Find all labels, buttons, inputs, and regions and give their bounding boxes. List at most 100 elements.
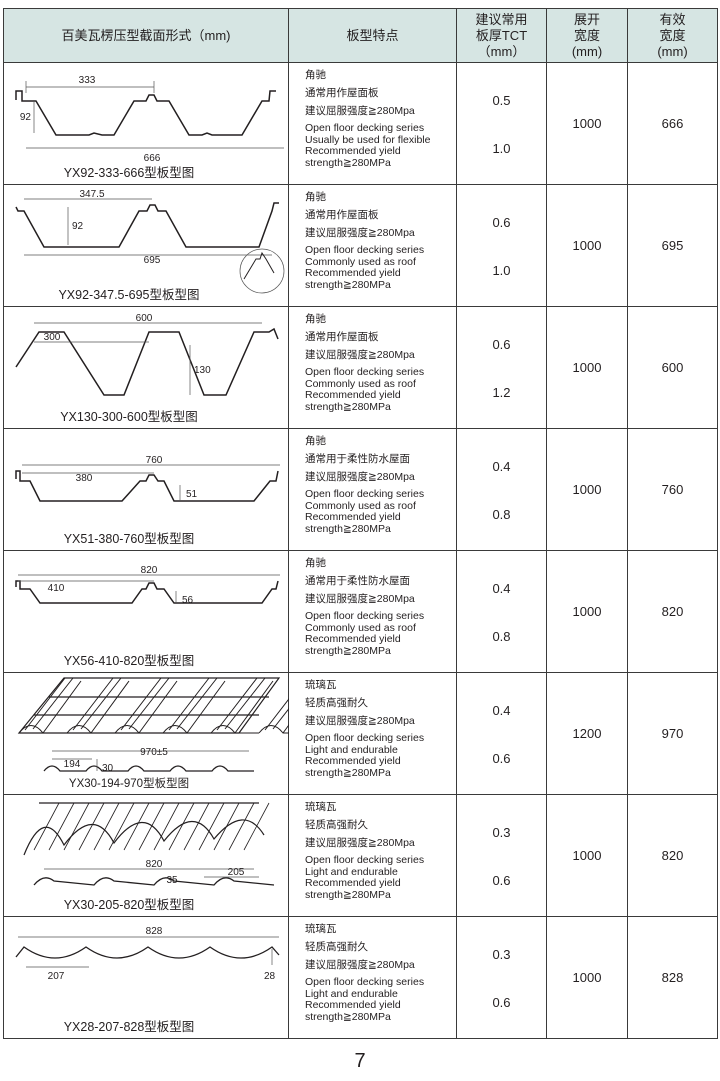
feature-line: 建议屈服强度≧280Mpa <box>305 593 415 605</box>
thickness-value: 0.4 <box>492 703 511 718</box>
effective-width-cell: 820 <box>627 550 718 673</box>
feature-line: 通常用作屋面板 <box>305 209 379 221</box>
dimension-label: 820 <box>146 859 163 870</box>
feature-line: 轻质高强耐久 <box>305 697 368 709</box>
dimension-label: 51 <box>186 489 198 500</box>
feature-en-line: Recommended yield <box>305 755 401 767</box>
thickness-value: 0.8 <box>492 507 511 522</box>
thickness-value: 0.8 <box>492 629 511 644</box>
feature-en-line: strength≧280MPa <box>305 644 391 657</box>
dimension-label: 194 <box>64 759 81 770</box>
table-row: 600 300 130 YX130-300-600型板型图 角驰 通常用作屋面板 建议屈服… <box>3 306 718 429</box>
feature-en-line: Commonly used as roof <box>305 499 416 512</box>
feature-en-line: strength≧280MPa <box>305 522 391 535</box>
profile-drawing-cell: 820 35 205 YX30-205-820型板型图 <box>3 794 289 917</box>
feature-en-line: Recommended yield <box>305 145 401 157</box>
thickness-cell: 0.3 0.6 <box>456 916 547 1039</box>
profile-drawing: 970±5 194 30 YX30-194-970型板型图 <box>17 677 289 790</box>
thickness-value: 0.6 <box>492 215 511 230</box>
profile-drawing-cell: 820 410 56 YX56-410-820型板型图 <box>3 550 289 673</box>
profile-drawing: 333 92 666 YX92-333-666型板型图 <box>15 75 284 180</box>
feature-en-line: Recommended yield <box>305 999 401 1011</box>
table-row: 820 410 56 YX56-410-820型板型图 角驰 通常用于柔性防水屋面 建议屈… <box>3 550 718 673</box>
features-cell: 琉璃瓦 轻质高强耐久 建议屈服强度≧280Mpa Open floor deckin… <box>288 916 457 1039</box>
feature-en-line: Recommended yield <box>305 877 401 889</box>
dimension-label: 300 <box>44 332 61 343</box>
feature-line: 角驰 <box>305 191 326 203</box>
header-line: (mm) <box>657 43 688 59</box>
feature-en-line: Open floor decking series <box>305 854 425 866</box>
dimension-label: 130 <box>194 365 211 376</box>
unfold-width-cell: 1000 <box>546 306 628 429</box>
profile-caption: YX92-347.5-695型板型图 <box>58 288 199 302</box>
feature-line: 通常用于柔性防水屋面 <box>305 575 410 587</box>
thickness-cell: 0.5 1.0 <box>456 62 547 185</box>
effective-width-cell: 600 <box>627 306 718 429</box>
features-cell: 琉璃瓦 轻质高强耐久 建议屈服强度≧280Mpa Open floor deckin… <box>288 672 457 795</box>
table-header: 百美瓦楞压型截面形式（mm) 板型特点 建议常用 板厚TCT （mm） 展开 宽度 (m… <box>3 8 718 63</box>
feature-en-line: strength≧280MPa <box>305 888 391 901</box>
effective-width-cell: 695 <box>627 184 718 307</box>
feature-en-line: Recommended yield <box>305 633 401 645</box>
feature-en-line: Light and endurable <box>305 865 398 878</box>
dimension-label: 28 <box>264 971 276 982</box>
profile-drawing: 347.5 92 695 YX92-347.5-695型板型图 <box>15 189 285 302</box>
feature-en-line: strength≧280MPa <box>305 278 391 291</box>
thickness-value: 0.6 <box>492 995 511 1010</box>
feature-en-line: Light and endurable <box>305 743 398 756</box>
header-line: 建议常用 <box>475 11 528 27</box>
feature-line: 角驰 <box>305 557 326 569</box>
effective-width-cell: 760 <box>627 428 718 551</box>
feature-en-line: Usually be used for flexible <box>305 133 431 146</box>
feature-en-line: Open floor decking series <box>305 732 425 744</box>
dimension-label: 828 <box>146 926 163 937</box>
profile-drawing-cell: 347.5 92 695 YX92-347.5-695型板型图 <box>3 184 289 307</box>
profile-drawing: 600 300 130 YX130-300-600型板型图 <box>15 313 279 424</box>
profile-drawing-cell: 828 207 28 YX28-207-828型板型图 <box>3 916 289 1039</box>
thickness-value: 0.3 <box>492 825 511 840</box>
features-cell: 角驰 通常用作屋面板 建议屈服强度≧280Mpa Open floor deckin… <box>288 184 457 307</box>
thickness-cell: 0.6 1.0 <box>456 184 547 307</box>
profile-drawing: 828 207 28 YX28-207-828型板型图 <box>15 926 280 1034</box>
profile-spec-table: 百美瓦楞压型截面形式（mm) 板型特点 建议常用 板厚TCT （mm） 展开 宽度 (m… <box>3 8 718 1039</box>
header-thickness: 建议常用 板厚TCT （mm） <box>456 8 547 63</box>
thickness-value: 1.2 <box>492 385 511 400</box>
feature-line: 轻质高强耐久 <box>305 819 368 831</box>
thickness-value: 1.0 <box>492 263 511 278</box>
profile-caption: YX51-380-760型板型图 <box>64 532 195 546</box>
thickness-value: 0.6 <box>492 337 511 352</box>
effective-width-cell: 828 <box>627 916 718 1039</box>
dimension-label: 333 <box>79 75 96 86</box>
feature-en-line: Open floor decking series <box>305 976 425 988</box>
header-line: 宽度 <box>573 27 600 43</box>
dimension-label: 666 <box>144 153 161 164</box>
feature-en-line: strength≧280MPa <box>305 400 391 413</box>
profile-drawing-cell: 600 300 130 YX130-300-600型板型图 <box>3 306 289 429</box>
dimension-label: 35 <box>166 875 178 886</box>
header-line: （mm） <box>477 43 526 59</box>
unfold-width-cell: 1000 <box>546 428 628 551</box>
feature-line: 通常用于柔性防水屋面 <box>305 453 410 465</box>
table-row: 970±5 194 30 YX30-194-970型板型图 琉璃瓦 轻质高强耐久 建议屈服… <box>3 672 718 795</box>
dimension-label: 970±5 <box>140 747 168 758</box>
dimension-label: 92 <box>72 221 84 232</box>
thickness-value: 1.0 <box>492 141 511 156</box>
dimension-label: 30 <box>102 763 114 774</box>
effective-width-cell: 666 <box>627 62 718 185</box>
feature-en-line: Light and endurable <box>305 987 398 1000</box>
thickness-cell: 0.4 0.8 <box>456 550 547 673</box>
dimension-label: 410 <box>48 583 65 594</box>
feature-line: 角驰 <box>305 69 326 81</box>
dimension-label: 56 <box>182 595 194 606</box>
thickness-value: 0.4 <box>492 581 511 596</box>
table-row: 820 35 205 YX30-205-820型板型图 琉璃瓦 轻质高强耐久 建议屈服强度… <box>3 794 718 917</box>
feature-en-line: Open floor decking series <box>305 366 425 378</box>
header-line: 展开 <box>573 11 600 27</box>
effective-width-cell: 970 <box>627 672 718 795</box>
feature-line: 轻质高强耐久 <box>305 941 368 953</box>
profile-caption: YX130-300-600型板型图 <box>60 410 198 424</box>
feature-en-line: strength≧280MPa <box>305 766 391 779</box>
header-line: 宽度 <box>659 27 686 43</box>
unfold-width-cell: 1000 <box>546 916 628 1039</box>
